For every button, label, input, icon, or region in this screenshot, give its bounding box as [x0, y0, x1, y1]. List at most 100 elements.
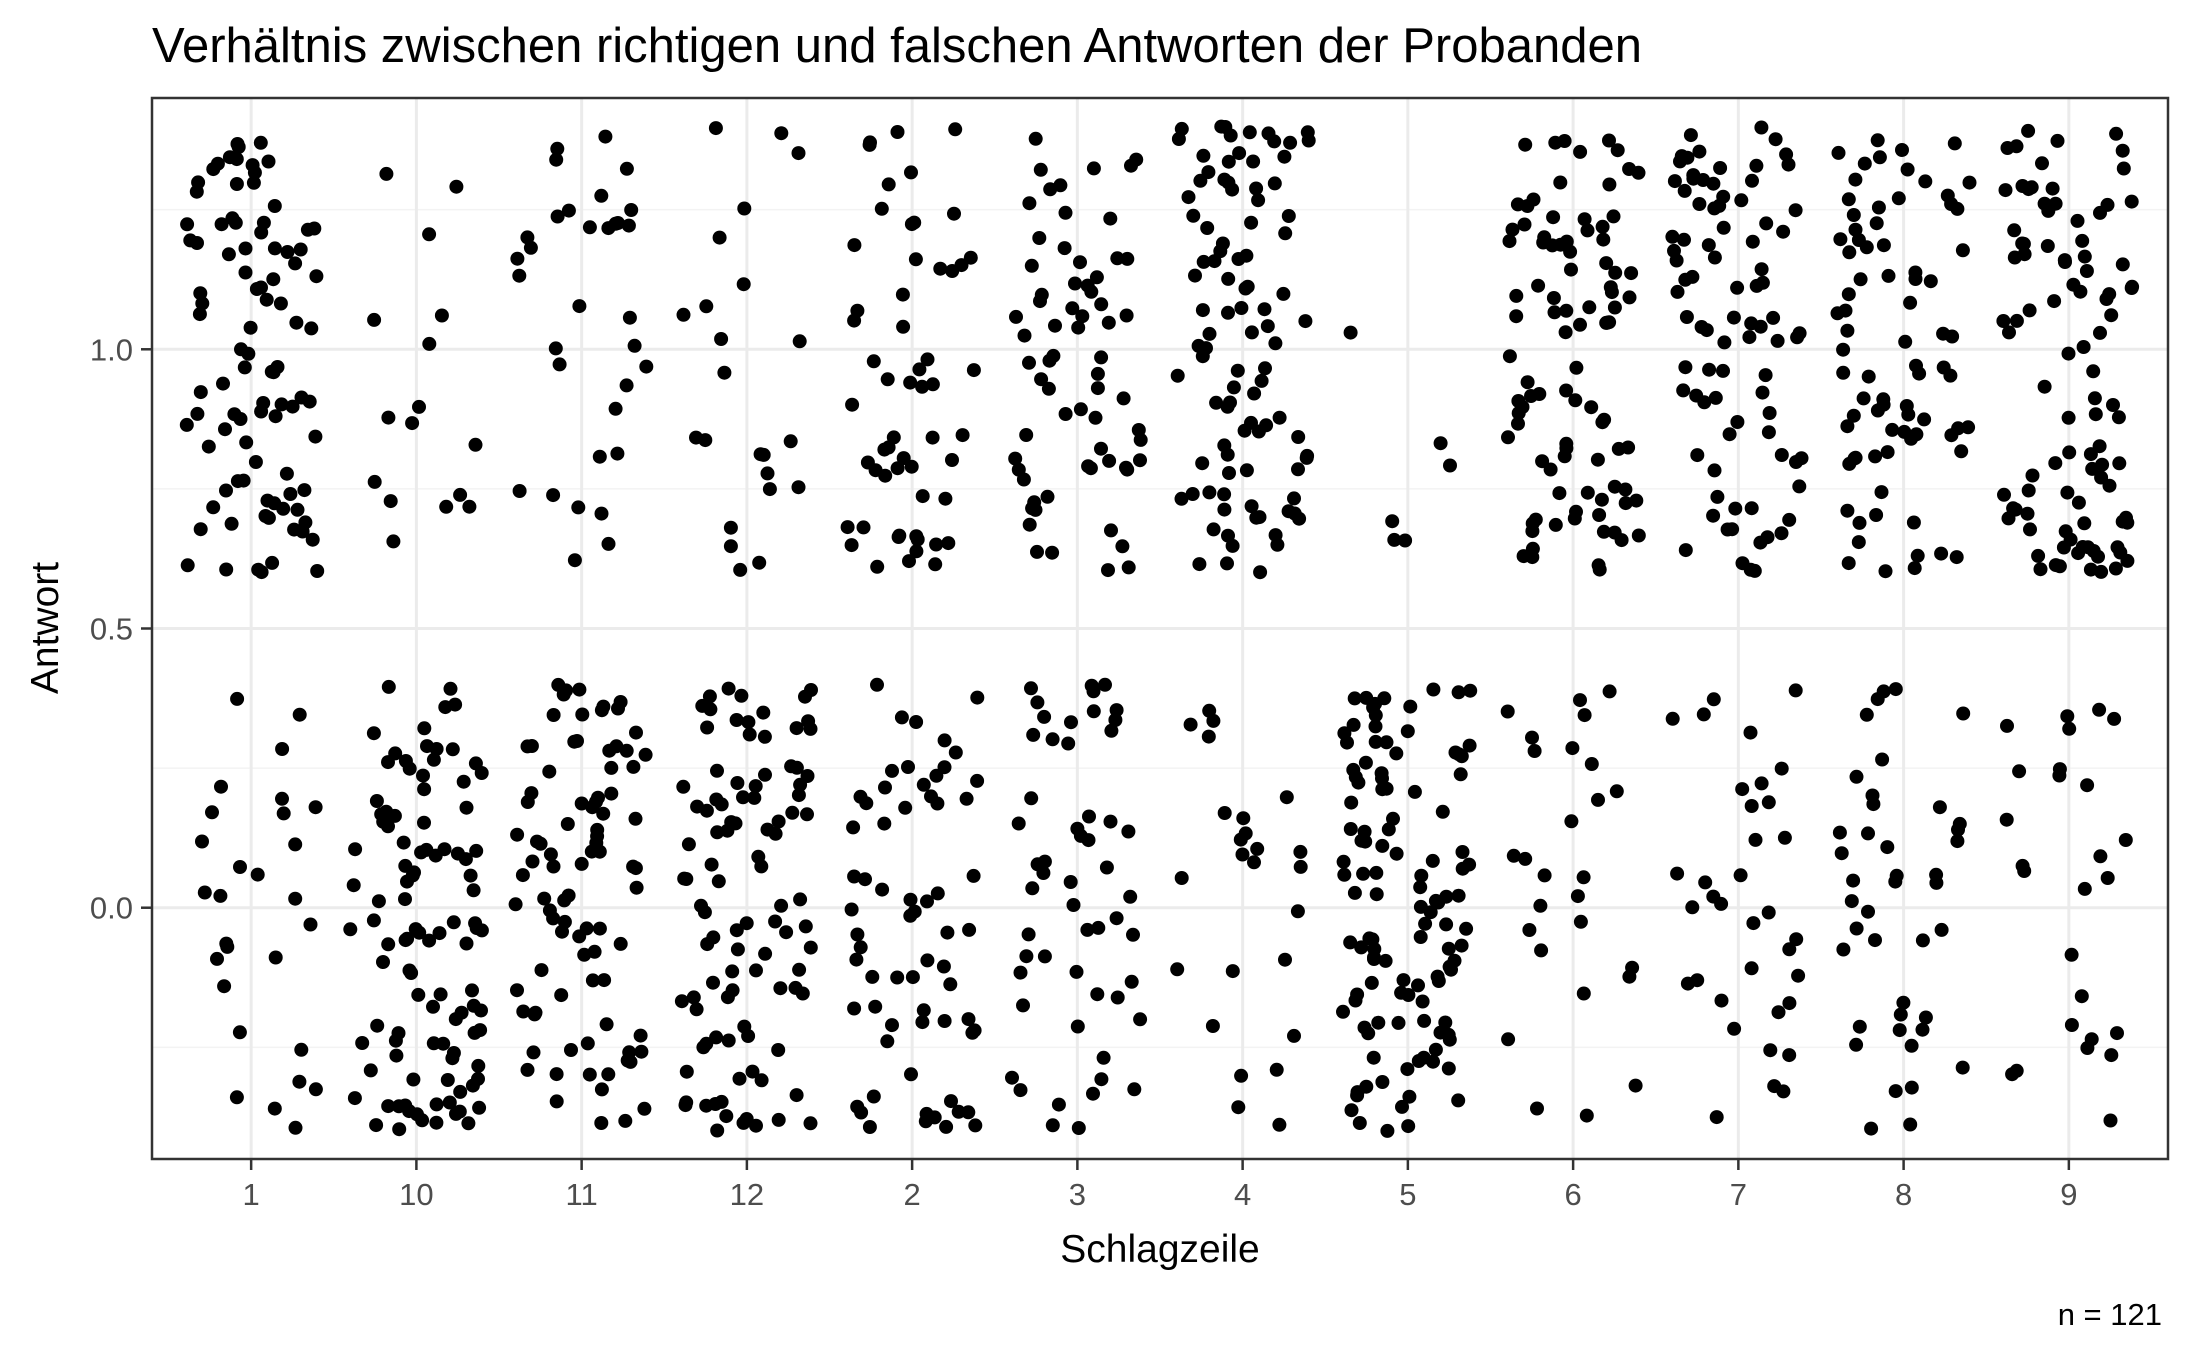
point-wrong: [530, 834, 544, 849]
point-correct: [219, 483, 233, 498]
point-wrong: [1834, 846, 1849, 861]
point-correct: [1171, 132, 1186, 146]
point-wrong: [2060, 709, 2075, 724]
point-wrong: [1530, 1101, 1544, 1116]
point-wrong: [1395, 1099, 1409, 1114]
point-correct: [1517, 217, 1532, 232]
point-wrong: [847, 1001, 862, 1016]
point-wrong: [714, 1094, 729, 1109]
point-wrong: [276, 806, 291, 821]
point-wrong: [2093, 849, 2108, 864]
point-correct: [1185, 487, 1200, 501]
point-correct: [594, 188, 609, 203]
point-wrong: [739, 916, 754, 931]
point-wrong: [520, 739, 535, 754]
point-correct: [1577, 212, 1592, 227]
point-wrong: [564, 1043, 578, 1057]
point-correct: [723, 539, 738, 554]
point-correct: [1934, 546, 1949, 561]
point-correct: [214, 217, 229, 232]
point-wrong: [1380, 1123, 1395, 1138]
point-wrong: [1016, 998, 1030, 1013]
point-correct: [1782, 512, 1797, 527]
point-wrong: [1880, 840, 1895, 855]
point-wrong: [1413, 880, 1428, 895]
point-correct: [1553, 175, 1568, 190]
point-correct: [1749, 278, 1764, 293]
point-correct: [1861, 369, 1876, 384]
point-wrong: [1063, 875, 1078, 889]
point-wrong: [1344, 795, 1359, 810]
point-wrong: [866, 1089, 881, 1104]
point-wrong: [1366, 700, 1381, 715]
point-correct: [367, 312, 382, 327]
point-wrong: [1350, 1085, 1365, 1100]
point-correct: [1716, 220, 1731, 235]
point-wrong: [1411, 1054, 1426, 1068]
point-wrong: [1379, 735, 1394, 750]
point-wrong: [681, 837, 696, 852]
point-wrong: [459, 800, 474, 815]
point-correct: [2077, 249, 2092, 264]
point-correct: [453, 487, 468, 502]
point-correct: [1744, 501, 1759, 516]
point-wrong: [556, 687, 571, 702]
point-correct: [1830, 306, 1845, 321]
point-correct: [1546, 210, 1561, 225]
point-wrong: [785, 805, 800, 820]
point-wrong: [909, 715, 924, 729]
point-wrong: [1174, 871, 1189, 885]
point-wrong: [1904, 1080, 1919, 1095]
point-correct: [1573, 144, 1588, 159]
point-correct: [193, 385, 208, 400]
point-correct: [1841, 192, 1856, 207]
point-wrong: [710, 1123, 725, 1138]
point-wrong: [929, 768, 944, 783]
point-wrong: [1782, 996, 1797, 1011]
point-correct: [1949, 550, 1964, 565]
point-wrong: [1070, 1019, 1085, 1034]
point-wrong: [1435, 804, 1450, 819]
point-wrong: [1375, 1075, 1390, 1089]
x-tick-label: 3: [1069, 1177, 1086, 1212]
point-correct: [907, 215, 922, 230]
point-correct: [512, 484, 527, 498]
point-wrong: [2077, 881, 2092, 896]
point-wrong: [702, 689, 717, 704]
point-correct: [2045, 181, 2060, 196]
point-correct: [1557, 134, 1572, 148]
point-correct: [1853, 272, 1868, 287]
point-correct: [1728, 501, 1743, 516]
point-wrong: [801, 714, 816, 729]
point-correct: [549, 152, 564, 167]
point-wrong: [2052, 768, 2067, 783]
point-wrong: [1347, 885, 1362, 900]
point-correct: [1947, 136, 1962, 151]
point-correct: [1195, 303, 1210, 318]
point-wrong: [275, 742, 290, 756]
point-correct: [1028, 131, 1043, 146]
point-correct: [1870, 133, 1885, 148]
point-correct: [1080, 278, 1095, 293]
point-correct: [1249, 181, 1264, 196]
point-wrong: [1866, 797, 1881, 812]
point-wrong: [303, 917, 318, 932]
point-correct: [381, 410, 396, 425]
point-correct: [1584, 400, 1599, 415]
point-correct: [1745, 173, 1759, 188]
point-correct: [1840, 503, 1855, 518]
point-wrong: [230, 691, 245, 706]
point-wrong: [1030, 695, 1045, 710]
point-correct: [1058, 205, 1073, 220]
point-correct: [1116, 391, 1131, 406]
point-correct: [2086, 544, 2101, 558]
point-wrong: [711, 874, 726, 889]
point-correct: [1222, 466, 1236, 480]
point-correct: [228, 215, 243, 230]
point-correct: [1239, 463, 1254, 478]
point-correct: [1679, 310, 1694, 324]
point-correct: [1027, 495, 1042, 510]
point-correct: [1206, 522, 1221, 537]
point-correct: [239, 435, 254, 450]
point-wrong: [1343, 822, 1358, 836]
